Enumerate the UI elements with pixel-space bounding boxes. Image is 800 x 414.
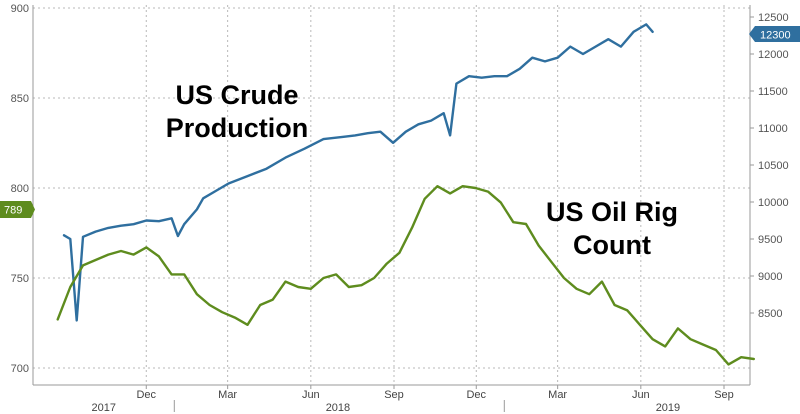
right-tick-label: 12000 [758, 49, 789, 61]
x-axis: Dec Mar Jun Sep Dec Mar Jun Sep 2017 2018 2019 [33, 384, 750, 414]
right-tick-label: 8500 [758, 308, 782, 320]
annotation-us-crude-production: US Crude Production [166, 80, 309, 143]
right-tick-label: 9000 [758, 271, 782, 283]
x-tick-label: Sep [714, 389, 734, 401]
right-tick-label: 12500 [758, 12, 789, 24]
right-badge-label: 12300 [760, 30, 791, 42]
year-label: 2018 [326, 402, 350, 414]
right-badge-shape [749, 26, 800, 42]
series-layer [56, 23, 755, 366]
x-tick-label: Mar [548, 389, 567, 401]
left-tick-label: 800 [11, 183, 29, 195]
year-label: 2019 [656, 402, 680, 414]
right-y-axis: 8500 9000 9500 10000 10500 11000 11500 12000 125… [749, 5, 789, 385]
series-line-us-crude-production [62, 23, 654, 322]
x-tick-label: Sep [384, 389, 404, 401]
annotation-us-oil-rig: US Oil Rig [546, 197, 678, 227]
left-tick-label: 900 [11, 3, 29, 15]
annotation-us-crude: US Crude [175, 80, 298, 110]
x-tick-label: Dec [136, 389, 156, 401]
left-badge-shape [0, 201, 35, 218]
right-tick-label: 9500 [758, 234, 782, 246]
grid [33, 5, 750, 385]
annotation-count: Count [573, 230, 651, 260]
right-tick-label: 11500 [758, 86, 788, 98]
x-tick-label: Jun [632, 389, 650, 401]
left-last-value-badge: 789 [0, 201, 35, 218]
x-tick-label: Dec [466, 389, 486, 401]
left-tick-label: 750 [11, 273, 29, 285]
year-label: 2017 [92, 402, 116, 414]
right-tick-label: 10000 [758, 197, 789, 209]
right-last-value-badge: 12300 [749, 26, 800, 42]
x-tick-label: Mar [218, 389, 237, 401]
right-tick-label: 10500 [758, 160, 789, 172]
left-tick-label: 850 [11, 93, 29, 105]
x-tick-label: Jun [302, 389, 320, 401]
right-tick-label: 11000 [758, 123, 788, 135]
annotation-us-oil-rig-count: US Oil Rig Count [546, 197, 678, 260]
left-y-axis: 700 750 800 850 900 [11, 3, 34, 385]
left-tick-label: 700 [11, 363, 29, 375]
left-badge-label: 789 [4, 205, 22, 217]
annotation-production: Production [166, 113, 309, 143]
series-line-us-oil-rig-count [56, 185, 755, 366]
